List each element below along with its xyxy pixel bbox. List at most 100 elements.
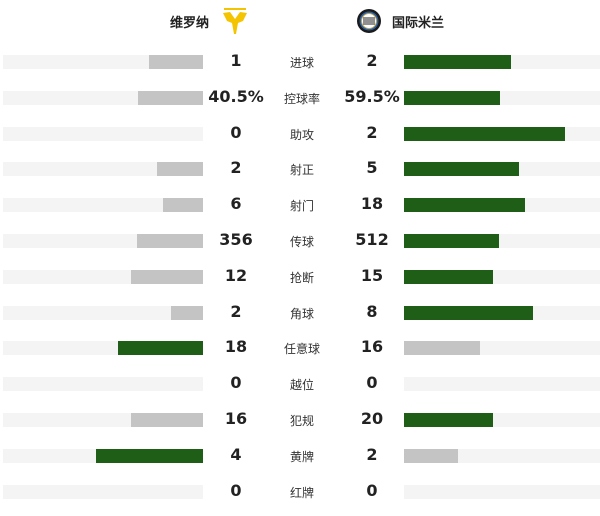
away-value: 2 bbox=[366, 122, 378, 142]
hellas-verona-logo-icon bbox=[223, 8, 248, 34]
home-value: 1 bbox=[230, 51, 242, 70]
home-value: 2 bbox=[230, 301, 242, 321]
stat-row: 40.5% 控球率 59.5% bbox=[0, 87, 600, 106]
away-value: 59.5% bbox=[344, 86, 400, 106]
stat-label: 射门 bbox=[289, 199, 314, 214]
away-bar-track bbox=[404, 377, 600, 392]
away-bar-track bbox=[404, 90, 600, 105]
away-bar-fill bbox=[404, 448, 458, 463]
stat-label: 犯规 bbox=[289, 414, 314, 428]
away-bar-track bbox=[404, 126, 600, 141]
stat-label: 控球率 bbox=[283, 91, 320, 106]
stat-row: 0 助攻 2 bbox=[0, 123, 600, 142]
away-value: 2 bbox=[366, 51, 378, 70]
stat-row: 2 角球 8 bbox=[0, 302, 600, 321]
stat-label: 红牌 bbox=[289, 485, 314, 500]
away-bar-track bbox=[404, 448, 600, 463]
away-bar-track bbox=[404, 341, 600, 356]
home-bar-fill bbox=[95, 448, 203, 463]
away-bar-track bbox=[404, 162, 600, 177]
away-bar-track bbox=[404, 234, 600, 248]
stat-label: 进球 bbox=[289, 56, 314, 70]
stat-row: 16 犯规 20 bbox=[0, 409, 600, 428]
home-bar-track bbox=[3, 269, 203, 284]
home-bar-track bbox=[3, 90, 203, 105]
home-bar-track bbox=[3, 55, 203, 69]
away-bar-fill bbox=[404, 55, 512, 69]
home-bar-track bbox=[3, 484, 203, 499]
home-bar-track bbox=[3, 234, 203, 248]
home-bar-fill bbox=[131, 269, 203, 284]
home-bar-track bbox=[3, 448, 203, 463]
home-bar-fill bbox=[131, 413, 203, 427]
home-bar-track bbox=[3, 126, 203, 141]
home-bar-track bbox=[3, 305, 203, 320]
away-bar-fill bbox=[404, 305, 533, 320]
home-value: 0 bbox=[230, 480, 242, 500]
home-bar-track bbox=[3, 413, 203, 427]
away-value: 18 bbox=[360, 194, 384, 214]
stat-label: 角球 bbox=[289, 306, 314, 321]
away-bar-track bbox=[404, 413, 600, 427]
home-bar-fill bbox=[149, 55, 203, 69]
stat-label: 黄牌 bbox=[289, 449, 314, 464]
stat-row: 12 抢断 15 bbox=[0, 266, 600, 285]
home-bar-fill bbox=[157, 162, 203, 177]
home-bar-fill bbox=[137, 90, 203, 105]
stat-label: 射正 bbox=[289, 163, 314, 178]
away-bar-fill bbox=[404, 234, 499, 248]
home-bar-fill bbox=[162, 198, 203, 213]
stat-label: 任意球 bbox=[283, 342, 320, 357]
inter-milan-logo-icon bbox=[357, 9, 381, 33]
stat-label: 传球 bbox=[289, 235, 314, 249]
home-bar-fill bbox=[136, 234, 203, 248]
home-bar-track bbox=[3, 198, 203, 213]
home-bar-fill bbox=[170, 305, 203, 320]
away-value: 2 bbox=[366, 444, 378, 464]
home-bar-track bbox=[3, 377, 203, 392]
away-value: 5 bbox=[366, 158, 378, 178]
home-value: 0 bbox=[230, 373, 242, 393]
home-value: 12 bbox=[224, 265, 248, 285]
home-team-header: 维罗纳 bbox=[170, 6, 249, 36]
stat-label: 越位 bbox=[289, 378, 314, 393]
stat-row: 356 传球 512 bbox=[0, 230, 600, 249]
home-value: 2 bbox=[230, 158, 242, 178]
home-value: 16 bbox=[224, 409, 248, 428]
away-bar-fill bbox=[404, 341, 480, 356]
home-bar-fill bbox=[117, 341, 203, 356]
home-bar-track bbox=[3, 162, 203, 177]
stat-row: 4 黄牌 2 bbox=[0, 445, 600, 464]
stat-row: 6 射门 18 bbox=[0, 194, 600, 214]
stat-row: 1 进球 2 bbox=[0, 51, 600, 70]
stat-label: 助攻 bbox=[289, 127, 314, 142]
home-value: 6 bbox=[230, 194, 242, 214]
away-value: 8 bbox=[366, 301, 378, 321]
away-value: 15 bbox=[360, 265, 384, 285]
away-bar-fill bbox=[404, 269, 494, 284]
stat-row: 18 任意球 16 bbox=[0, 337, 600, 357]
stat-row: 0 越位 0 bbox=[0, 373, 600, 393]
away-value: 512 bbox=[355, 230, 389, 249]
away-bar-fill bbox=[404, 413, 494, 427]
away-bar-track bbox=[404, 269, 600, 284]
away-team-header: 国际米兰 bbox=[356, 6, 444, 36]
away-bar-track bbox=[404, 55, 600, 69]
home-value: 0 bbox=[230, 122, 242, 142]
away-value: 0 bbox=[366, 480, 378, 500]
away-bar-track bbox=[404, 305, 600, 320]
away-value: 0 bbox=[366, 373, 378, 393]
away-bar-track bbox=[404, 198, 600, 213]
home-bar-track bbox=[3, 341, 203, 356]
stat-row: 2 射正 5 bbox=[0, 158, 600, 178]
away-bar-fill bbox=[404, 198, 525, 213]
home-team-name: 维罗纳 bbox=[170, 15, 210, 31]
home-value: 40.5% bbox=[208, 86, 264, 106]
away-bar-fill bbox=[404, 162, 519, 177]
stat-label: 抢断 bbox=[289, 270, 314, 285]
home-value: 18 bbox=[224, 337, 248, 357]
away-team-name: 国际米兰 bbox=[392, 15, 445, 31]
home-value: 4 bbox=[230, 444, 242, 464]
stat-row: 0 红牌 0 bbox=[0, 481, 600, 500]
away-value: 20 bbox=[360, 409, 384, 428]
